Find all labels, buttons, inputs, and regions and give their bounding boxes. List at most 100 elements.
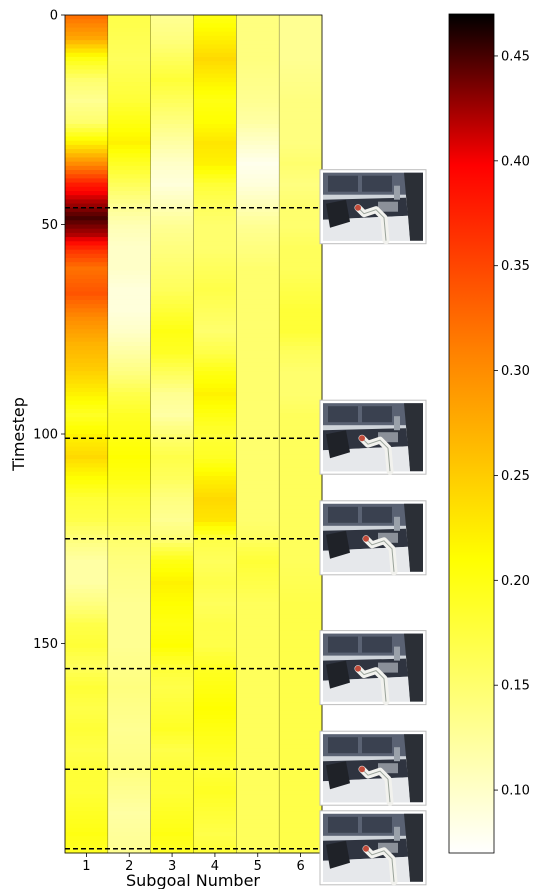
heatmap-cell	[65, 82, 109, 87]
heatmap-cell	[65, 295, 109, 301]
heatmap-cell	[65, 400, 109, 406]
heatmap-cell	[107, 186, 152, 192]
heatmap-cell	[107, 123, 152, 129]
heatmap-cell	[236, 417, 280, 422]
heatmap-cell	[107, 672, 152, 678]
heatmap-cell	[236, 132, 280, 138]
heatmap-cell	[65, 379, 109, 385]
heatmap-cell	[236, 354, 280, 360]
heatmap-cell	[193, 752, 237, 758]
heatmap-cell	[107, 102, 152, 108]
colorbar: 0.10 0.15 0.20 0.25 0.30 0.35 0.40 0.45	[448, 13, 530, 854]
heatmap-cell	[107, 333, 152, 339]
heatmap-cell	[65, 27, 109, 33]
heatmap-cell	[107, 589, 152, 594]
heatmap-cell	[107, 56, 152, 62]
heatmap-cell	[236, 413, 280, 418]
heatmap-cell	[65, 580, 109, 586]
heatmap-cell	[65, 174, 109, 179]
heatmap-cell	[65, 618, 109, 624]
heatmap-cell	[107, 232, 152, 238]
heatmap-cell	[279, 492, 323, 498]
heatmap-cell	[65, 488, 109, 494]
heatmap-cell	[193, 505, 237, 510]
heatmap-cell	[65, 165, 109, 171]
heatmap-cell	[65, 480, 109, 485]
heatmap-cell	[236, 61, 280, 66]
heatmap-cell	[279, 593, 323, 598]
heatmap-cell	[150, 94, 194, 100]
heatmap-cell	[193, 15, 237, 20]
heatmap-cell	[150, 140, 194, 146]
heatmap-cell	[279, 291, 323, 297]
heatmap-cell	[279, 371, 323, 376]
heatmap-cell	[107, 614, 152, 619]
heatmap-cell	[107, 777, 152, 783]
heatmap-cell	[150, 190, 194, 196]
heatmap-cell	[150, 454, 194, 460]
heatmap-cell	[193, 153, 237, 158]
heatmap-cell	[193, 702, 237, 707]
heatmap-cell	[236, 584, 280, 590]
heatmap-cell	[279, 832, 323, 837]
heatmap-cell	[107, 174, 152, 179]
heatmap-cell	[65, 769, 109, 774]
heatmap-cell	[236, 463, 280, 469]
heatmap-cell	[236, 329, 280, 334]
heatmap-cell	[107, 40, 152, 45]
heatmap-cell	[65, 593, 109, 598]
heatmap-cell	[236, 622, 280, 628]
heatmap-cell	[150, 848, 194, 854]
heatmap-cell	[107, 559, 152, 565]
heatmap-cell	[65, 69, 109, 75]
heatmap-cell	[65, 211, 109, 217]
heatmap-cell	[150, 35, 194, 41]
heatmap-cell	[107, 224, 152, 230]
heatmap-cell	[150, 836, 194, 841]
heatmap-cell	[193, 52, 237, 58]
heatmap-cell	[236, 241, 280, 246]
heatmap-cell	[107, 291, 152, 297]
heatmap-cell	[279, 710, 323, 716]
heatmap-cell	[236, 501, 280, 506]
heatmap-cell	[236, 505, 280, 510]
heatmap-cell	[236, 237, 280, 242]
heatmap-cell	[279, 216, 323, 221]
heatmap-cell	[236, 614, 280, 619]
heatmap-cell	[236, 580, 280, 586]
heatmap-cell	[279, 241, 323, 246]
heatmap-cell	[107, 815, 152, 820]
heatmap-cell	[279, 107, 323, 112]
heatmap-cell	[279, 609, 323, 615]
colorbar-tick-label: 0.25	[501, 469, 530, 484]
heatmap-cell	[193, 241, 237, 246]
heatmap-cell	[65, 714, 109, 720]
heatmap-cell	[236, 216, 280, 221]
heatmap-cell	[65, 245, 109, 251]
heatmap-cell	[107, 714, 152, 720]
heatmap-cell	[150, 668, 194, 674]
heatmap-cell	[193, 739, 237, 745]
heatmap-cell	[150, 325, 194, 330]
heatmap-cell	[65, 496, 109, 502]
heatmap-cell	[65, 609, 109, 615]
heatmap-cell	[279, 366, 323, 372]
heatmap-cell	[107, 748, 152, 753]
heatmap-cell	[236, 400, 280, 406]
heatmap-cell	[236, 471, 280, 477]
heatmap-cell	[236, 107, 280, 112]
heatmap-cell	[107, 806, 152, 812]
heatmap-cell	[150, 827, 194, 833]
heatmap-cell	[150, 530, 194, 536]
heatmap-cell	[107, 551, 152, 557]
heatmap-cell	[65, 836, 109, 841]
heatmap-cell	[236, 756, 280, 762]
heatmap-cell	[150, 475, 194, 481]
heatmap-cell	[193, 513, 237, 519]
heatmap-cell	[150, 643, 194, 649]
heatmap-cell	[107, 488, 152, 494]
heatmap-cell	[236, 65, 280, 70]
heatmap-cell	[236, 651, 280, 657]
heatmap-cell	[107, 769, 152, 774]
heatmap-cell	[279, 643, 323, 649]
